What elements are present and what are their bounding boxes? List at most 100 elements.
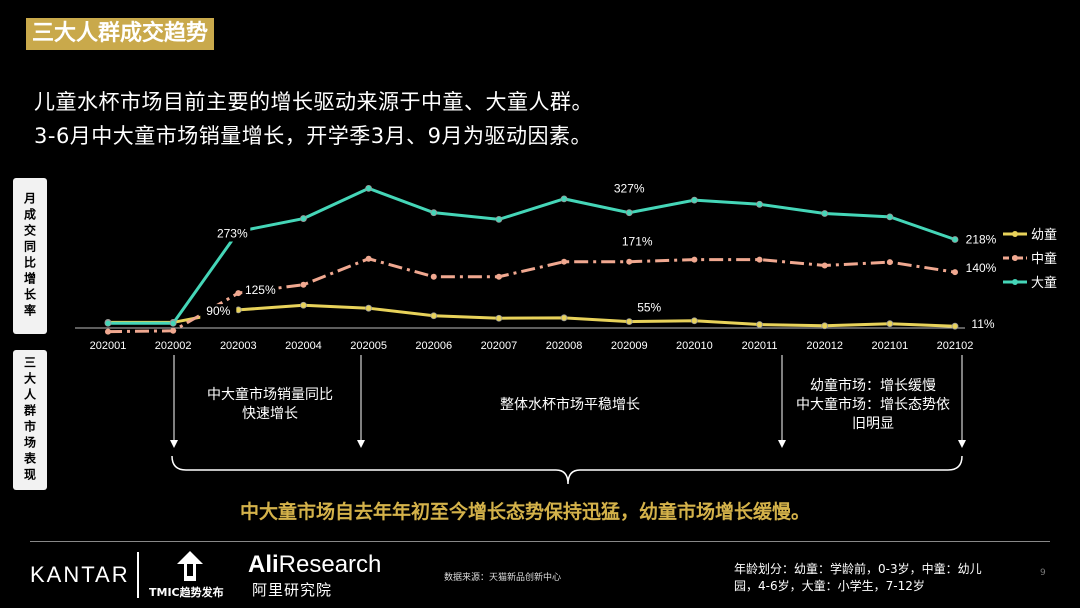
data-label-bg — [200, 304, 237, 320]
series-0-point-3 — [300, 301, 307, 309]
phase-arrows — [170, 355, 966, 448]
data-label: 140% — [966, 261, 997, 275]
series-0-point-4 — [365, 304, 373, 312]
phase-note-early: 中大童市场销量同比 快速增长 — [207, 387, 333, 422]
data-source: 数据来源：天猫新品创新中心 — [444, 573, 562, 583]
series-0-point-9 — [690, 317, 698, 325]
side-label-segment-performance: 三大人群市场表现 — [13, 350, 47, 490]
series-0-point-7 — [560, 314, 568, 322]
intro-line-2: 3-6月中大童市场销量增长，开学季3月、9月为驱动因素。 — [34, 124, 593, 148]
x-tick-label: 202101 — [871, 340, 908, 352]
conclusion-text: 中大童市场自去年年初至今增长态势保持迅猛，幼童市场增长缓慢。 — [240, 501, 811, 523]
series-0-point-13 — [951, 322, 959, 330]
data-label-bg — [965, 317, 1001, 333]
series-line-1 — [107, 257, 956, 334]
series-2-point-10 — [756, 200, 763, 208]
series-0-point-12 — [886, 320, 894, 328]
series-2-point-9 — [690, 196, 698, 204]
data-label: 218% — [966, 232, 997, 246]
data-label: 90% — [206, 304, 230, 318]
page-number: 9 — [1040, 568, 1046, 578]
phase-note-middle: 整体水杯市场平稳增长 — [500, 397, 640, 413]
series-1-point-0 — [105, 328, 111, 335]
series-2-point-7 — [560, 195, 568, 203]
series-2-point-6 — [495, 215, 503, 223]
x-tick-label: 202003 — [220, 340, 257, 352]
phase-note-recent: 幼童市场：增长缓慢 中大童市场：增长态势依 旧明显 — [796, 378, 950, 432]
data-label-bg — [963, 261, 999, 277]
series-1-point-4 — [365, 255, 372, 262]
series-1-point-1 — [170, 327, 177, 334]
legend-label: 大童 — [1031, 275, 1057, 291]
tmic-logo-icon — [177, 551, 203, 581]
x-tick-label: 202001 — [90, 340, 127, 352]
x-tick-label: 202102 — [937, 340, 974, 352]
series-2-point-3 — [300, 215, 307, 222]
series-1-point-7 — [561, 258, 568, 265]
x-tick-label: 202006 — [415, 340, 452, 352]
side-label-growth-rate: 月成交同比增长率 — [13, 178, 47, 334]
series-2-point-5 — [430, 209, 438, 217]
series-2-point-1 — [169, 319, 177, 327]
legend-marker — [1012, 279, 1018, 285]
tmic-logo-text: TMIC趋势发布 — [149, 586, 224, 599]
series-1-point-6 — [495, 273, 502, 280]
series-1-point-2 — [235, 290, 242, 297]
series-1-point-11 — [821, 262, 828, 269]
data-label-bg — [214, 226, 251, 242]
x-tick-label: 202012 — [806, 340, 843, 352]
data-label: 273% — [217, 227, 248, 241]
series-0-point-5 — [430, 312, 438, 320]
x-tick-label: 202002 — [155, 340, 192, 352]
kantar-logo: KANTAR — [30, 562, 130, 587]
x-tick-label: 202004 — [285, 340, 322, 352]
series-2-point-11 — [821, 210, 829, 217]
data-label-bg — [963, 232, 999, 248]
age-definition-note: 年龄划分：幼童：学龄前，0-3岁，中童：幼儿园，4-6岁，大童：小学生，7-12… — [734, 562, 982, 593]
data-label-bg — [611, 181, 648, 197]
series-1-point-5 — [430, 273, 437, 280]
aliresearch-logo-cn: 阿里研究院 — [252, 581, 333, 599]
series-1-point-13 — [952, 269, 958, 276]
x-tick-label: 202009 — [611, 340, 648, 352]
data-label: 327% — [614, 182, 645, 196]
series-0-point-6 — [495, 314, 503, 322]
x-tick-label: 202008 — [546, 340, 583, 352]
x-tick-label: 202005 — [350, 340, 387, 352]
data-label: 55% — [637, 301, 661, 315]
section-title-tag: 三大人群成交趋势 — [26, 18, 215, 50]
legend-label: 幼童 — [1031, 227, 1057, 243]
summary-brace — [171, 455, 963, 485]
legend-marker — [1012, 255, 1018, 261]
series-1-point-10 — [756, 256, 763, 263]
series-1-point-8 — [626, 258, 633, 265]
series-1-point-12 — [886, 259, 893, 266]
series-line-0 — [108, 303, 956, 328]
series-2-point-13 — [951, 236, 959, 243]
series-0-point-10 — [756, 321, 763, 328]
series-0-point-11 — [821, 322, 829, 330]
x-tick-label: 202010 — [676, 340, 713, 352]
data-label-layer: 273% 327% 218% 90% 171% 140% 125% 55% 11% — [200, 181, 1001, 333]
footer-divider — [30, 541, 1050, 542]
logo-divider — [137, 552, 139, 598]
series-2-point-8 — [625, 209, 633, 217]
data-label: 125% — [245, 283, 276, 297]
data-label: 11% — [971, 317, 994, 331]
intro-line-1: 儿童水杯市场目前主要的增长驱动来源于中童、大童人群。 — [34, 90, 593, 114]
series-line-2 — [108, 186, 956, 325]
series-1-point-3 — [300, 281, 307, 288]
data-label-bg — [619, 234, 656, 250]
aliresearch-logo: AliResearch — [248, 551, 382, 578]
data-label-bg — [242, 282, 279, 298]
series-2-point-0 — [104, 319, 112, 327]
x-tick-label: 202011 — [742, 340, 778, 352]
legend-marker — [1012, 231, 1018, 237]
series-1-point-9 — [691, 256, 698, 263]
series-2-point-4 — [365, 184, 373, 192]
x-tick-layer: 202001 202002 202003 202004 202005 202006 2020… — [90, 340, 974, 352]
series-2-point-12 — [886, 213, 894, 221]
series-0-point-8 — [625, 318, 633, 325]
